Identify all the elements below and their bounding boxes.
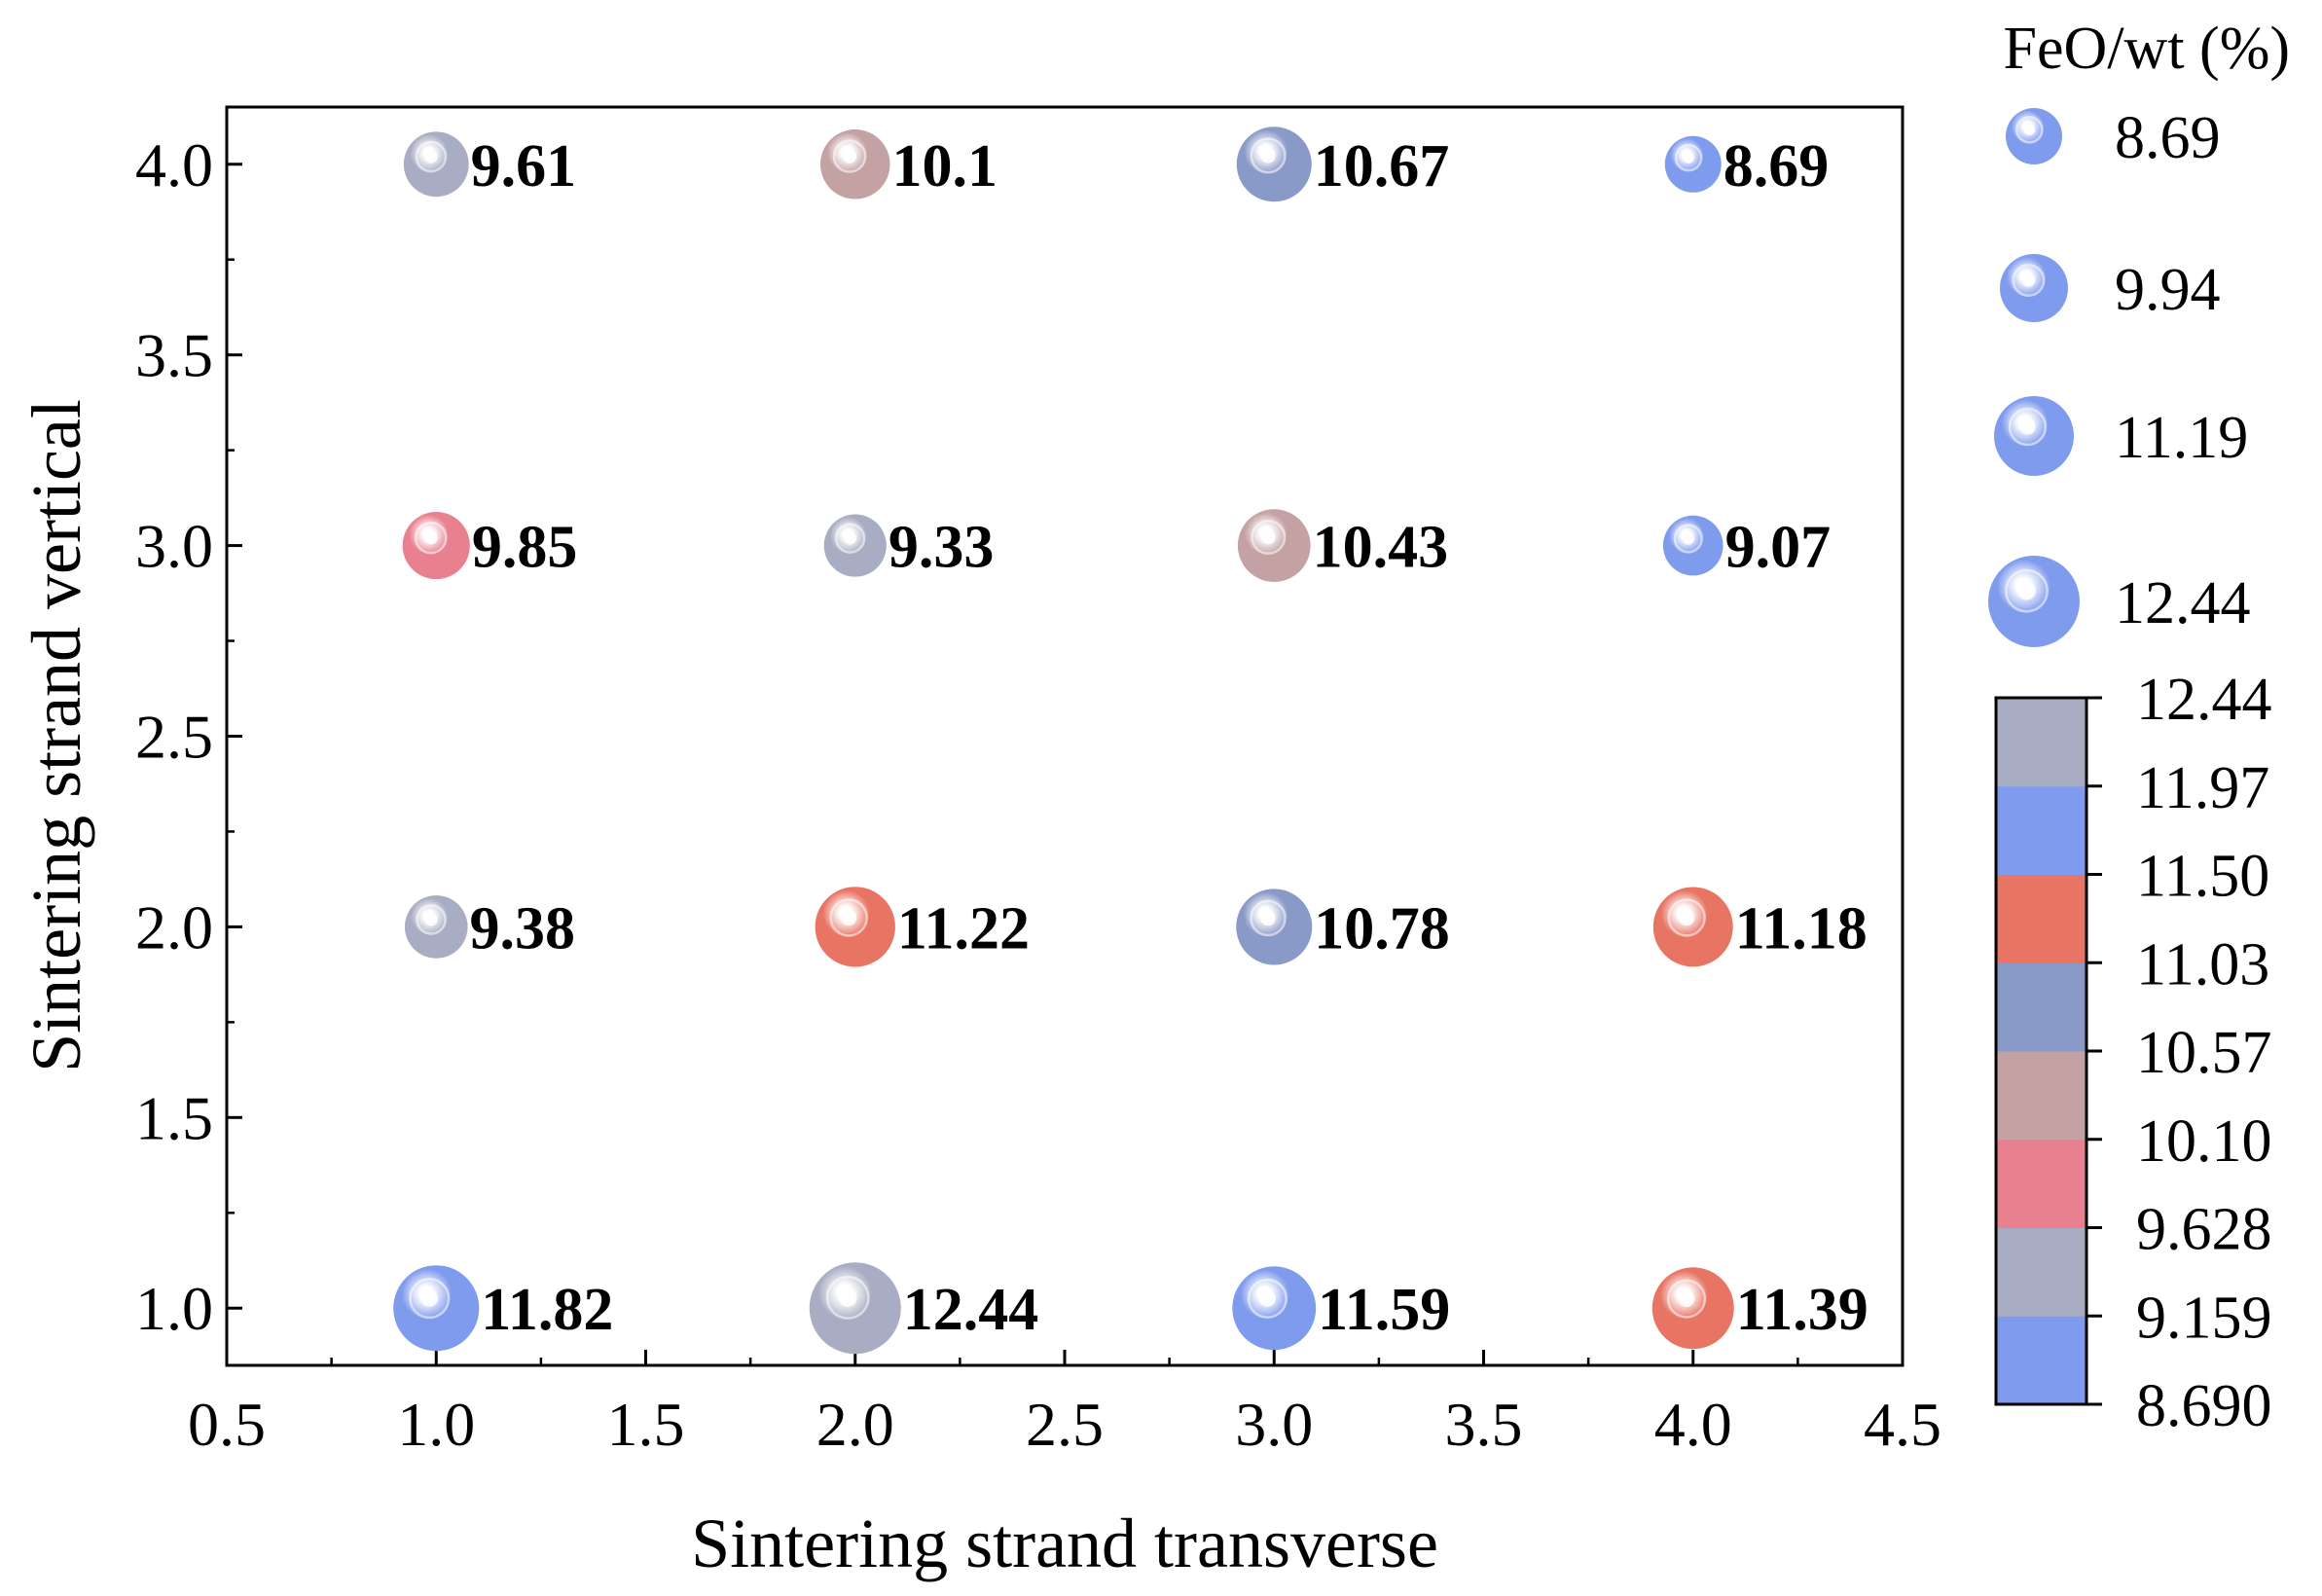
size-legend-bubble — [1988, 556, 2080, 647]
data-label: 10.78 — [1314, 895, 1450, 961]
data-point — [404, 895, 468, 959]
data-point — [393, 1265, 480, 1352]
data-label: 11.59 — [1318, 1277, 1450, 1343]
data-label: 10.1 — [892, 133, 998, 200]
x-tick-label: 3.0 — [1235, 1390, 1313, 1459]
colorbar-tick-label: 10.57 — [2136, 1020, 2272, 1086]
x-tick-label: 1.5 — [607, 1390, 685, 1459]
data-point — [1662, 515, 1723, 576]
data-point — [815, 887, 895, 967]
colorbar-tick-label: 9.159 — [2136, 1285, 2272, 1351]
x-tick-label: 2.0 — [816, 1390, 894, 1459]
y-tick-label: 4.0 — [135, 130, 213, 200]
size-legend: 8.69 9.94 11.19 12.44 — [1988, 105, 2251, 647]
data-label: 11.22 — [897, 895, 1030, 961]
data-label: 8.69 — [1723, 133, 1830, 200]
size-legend-bubble — [2006, 108, 2062, 164]
data-label: 9.38 — [470, 895, 576, 961]
size-legend-title: FeO/wt (%) — [2004, 16, 2290, 82]
data-labels: 9.61 10.1 10.67 8.69 9.85 9.33 10.43 9.07 9.38 11… — [470, 133, 1868, 1343]
colorbar-tick-label: 11.97 — [2136, 755, 2269, 821]
y-tick-label: 3.0 — [135, 512, 213, 581]
data-point — [819, 129, 890, 200]
x-tick-label: 1.0 — [397, 1390, 475, 1459]
size-legend-label: 8.69 — [2115, 105, 2221, 171]
data-point — [823, 514, 887, 577]
data-label: 10.67 — [1314, 133, 1450, 200]
data-point — [1237, 509, 1311, 582]
data-label: 9.61 — [471, 133, 577, 200]
data-point — [1652, 887, 1733, 967]
x-tick-label: 4.0 — [1654, 1390, 1732, 1459]
colorbar-segment — [1996, 1227, 2086, 1317]
colorbar-segment — [1996, 1316, 2086, 1405]
data-point — [402, 512, 470, 580]
data-point — [1236, 127, 1312, 202]
colorbar-tick-label: 11.50 — [2136, 844, 2269, 910]
data-label: 11.82 — [481, 1277, 613, 1343]
y-tick-label: 1.5 — [135, 1083, 213, 1152]
size-legend-label: 9.94 — [2115, 257, 2221, 323]
data-label: 10.43 — [1313, 515, 1449, 581]
colorbar-tick-label: 12.44 — [2136, 667, 2272, 733]
y-axis-title: Sintering strand vertical — [18, 399, 95, 1072]
plot-frame — [225, 105, 1905, 1367]
colorbar-segment — [1996, 962, 2086, 1052]
colorbar: 8.690 9.159 9.628 10.10 10.57 11.03 11.50 11.97… — [1994, 667, 2272, 1439]
colorbar-segment — [1996, 874, 2086, 963]
data-points — [393, 127, 1734, 1355]
data-point — [809, 1262, 901, 1355]
x-axis-title: Sintering strand transverse — [691, 1505, 1438, 1582]
y-tick-label: 1.0 — [135, 1274, 213, 1343]
x-tick-label: 0.5 — [188, 1390, 266, 1459]
colorbar-segment — [1996, 1139, 2086, 1228]
data-label: 11.39 — [1736, 1277, 1868, 1343]
size-legend-bubble — [2000, 254, 2068, 322]
y-tick-label: 2.5 — [135, 703, 213, 772]
data-point — [1664, 135, 1722, 193]
colorbar-tick-label: 11.03 — [2136, 931, 2269, 998]
size-legend-label: 12.44 — [2115, 570, 2251, 636]
data-point — [403, 131, 469, 198]
colorbar-tick-label: 9.628 — [2136, 1197, 2272, 1263]
data-point — [1236, 889, 1313, 965]
x-tick-label: 4.5 — [1864, 1390, 1941, 1459]
data-label: 9.07 — [1725, 515, 1832, 581]
y-tick-label: 3.5 — [135, 321, 213, 390]
y-tick-label: 2.0 — [135, 892, 213, 961]
size-legend-label: 11.19 — [2115, 405, 2248, 471]
data-label: 11.18 — [1735, 895, 1868, 961]
colorbar-tick-label: 10.10 — [2136, 1108, 2272, 1175]
colorbar-tick-label: 8.690 — [2136, 1373, 2272, 1439]
x-tick-label: 3.5 — [1445, 1390, 1523, 1459]
colorbar-segment — [1996, 1051, 2086, 1141]
colorbar-segment — [1996, 785, 2086, 875]
data-point — [1232, 1266, 1317, 1351]
axis-ticks — [225, 163, 1905, 1365]
size-legend-bubble — [1994, 396, 2074, 476]
x-tick-label: 2.5 — [1026, 1390, 1104, 1459]
data-label: 9.85 — [472, 515, 578, 581]
data-label: 9.33 — [889, 515, 995, 581]
y-axis-tick-labels: 1.0 1.5 2.0 2.5 3.0 3.5 4.0 — [135, 130, 213, 1343]
colorbar-segment — [1996, 698, 2086, 787]
data-label: 12.44 — [903, 1277, 1039, 1343]
x-axis-tick-labels: 0.5 1.0 1.5 2.0 2.5 3.0 3.5 4.0 4.5 — [188, 1390, 1941, 1459]
data-point — [1651, 1267, 1734, 1350]
